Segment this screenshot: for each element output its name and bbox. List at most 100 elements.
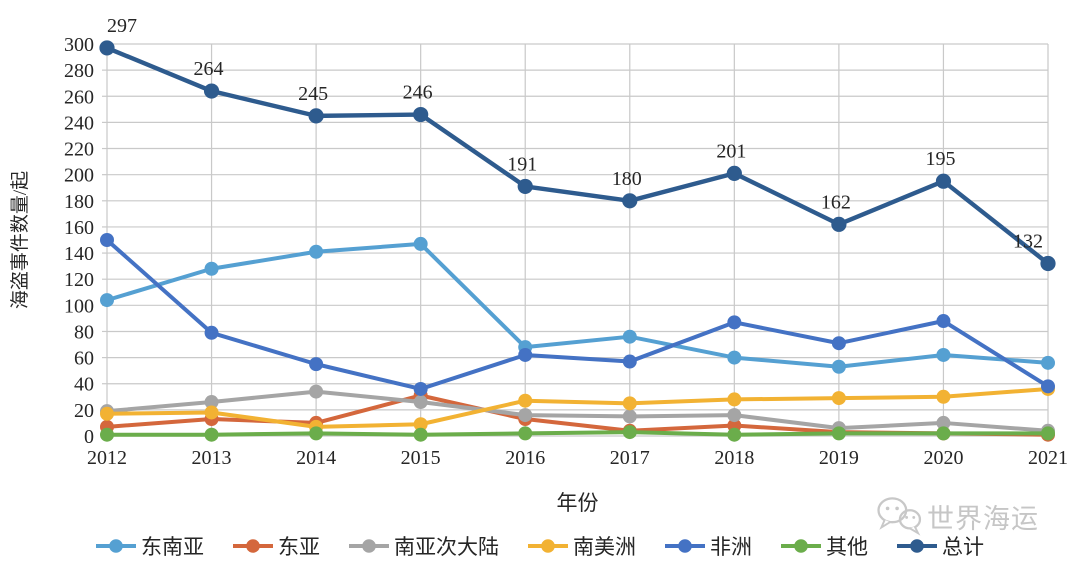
data-point	[831, 359, 846, 374]
data-point	[309, 244, 324, 259]
y-tick-label: 260	[64, 86, 94, 108]
data-point	[100, 406, 114, 421]
y-tick-label: 80	[74, 321, 94, 343]
legend-label: 南亚次大陆	[394, 535, 499, 559]
legend-label: 东南亚	[141, 535, 204, 559]
series-南美洲	[100, 381, 1055, 434]
data-point	[203, 83, 220, 99]
y-tick-label: 40	[74, 374, 94, 396]
data-point	[1040, 255, 1056, 272]
series-line	[106, 241, 1049, 369]
series-line	[106, 45, 1050, 266]
series-line	[106, 389, 1049, 433]
legend-label: 非洲	[710, 535, 752, 559]
x-tick-label: 2016	[505, 447, 545, 469]
data-point	[100, 427, 114, 442]
data-point	[413, 427, 428, 442]
legend-marker	[665, 539, 705, 553]
data-label: 245	[298, 83, 328, 105]
data-label: 264	[194, 58, 224, 80]
data-point	[622, 409, 637, 424]
legend-item-总计: 总计	[897, 531, 984, 561]
data-point	[309, 426, 324, 441]
data-point	[935, 173, 952, 189]
x-tick-label: 2018	[714, 447, 754, 469]
data-label: 132	[1013, 231, 1043, 253]
series-非洲	[100, 233, 1055, 396]
data-point	[518, 347, 533, 362]
series-其他	[100, 425, 1055, 442]
data-point	[1041, 355, 1055, 370]
data-point	[936, 389, 951, 404]
legend-label: 其他	[826, 535, 868, 559]
y-tick-label: 120	[64, 269, 94, 291]
y-tick-label: 240	[64, 112, 94, 134]
wechat-icon	[877, 497, 922, 536]
data-point	[308, 108, 324, 124]
data-point	[309, 384, 324, 399]
y-tick-label: 200	[64, 165, 94, 187]
legend-label: 东亚	[278, 535, 320, 559]
data-point	[100, 293, 114, 308]
legend-label: 南美洲	[573, 535, 636, 559]
watermark-text: 世界海运	[927, 503, 1039, 534]
data-point	[99, 40, 115, 56]
data-label: 201	[716, 140, 746, 162]
series-line	[106, 386, 1049, 429]
data-point	[204, 395, 219, 410]
data-point	[936, 415, 951, 430]
x-tick-label: 2012	[87, 447, 127, 469]
data-label: 180	[612, 168, 642, 190]
y-tick-label: 280	[64, 60, 94, 82]
data-point	[831, 426, 846, 441]
y-tick-label: 20	[74, 400, 94, 422]
legend-label: 总计	[942, 535, 984, 559]
series-南亚次大陆	[100, 384, 1055, 438]
data-point	[309, 357, 324, 372]
data-point	[936, 426, 951, 441]
y-tick-label: 0	[84, 426, 94, 448]
data-point	[622, 396, 637, 411]
data-point	[936, 347, 951, 362]
x-tick-label: 2017	[610, 447, 650, 469]
legend-marker	[528, 539, 568, 553]
data-point	[622, 354, 637, 369]
series-line	[107, 430, 1048, 437]
data-point	[727, 350, 742, 365]
x-tick-label: 2013	[192, 447, 232, 469]
series-line	[105, 238, 1050, 391]
data-point	[622, 425, 637, 440]
legend-marker	[349, 539, 389, 553]
data-point	[204, 261, 219, 276]
data-point	[517, 178, 533, 195]
data-point	[622, 329, 637, 344]
legend-marker	[897, 539, 937, 553]
legend-marker	[781, 539, 821, 553]
data-point	[831, 336, 846, 351]
series-总计: 297 264 245 246 191 180 201 162 195 132	[99, 15, 1056, 272]
y-tick-label: 60	[74, 348, 94, 370]
data-label: 191	[507, 153, 537, 175]
legend-item-东亚: 东亚	[233, 531, 320, 561]
data-point	[204, 405, 219, 420]
data-point	[204, 325, 219, 340]
y-axis-title: 海盗事件数量/起	[10, 170, 31, 310]
data-point	[727, 392, 742, 407]
data-point	[726, 165, 742, 181]
y-tick-label: 100	[64, 295, 94, 317]
data-point	[413, 106, 429, 123]
data-point	[1041, 426, 1055, 441]
data-point	[936, 314, 951, 329]
y-tick-label: 180	[64, 191, 94, 213]
x-tick-label: 2014	[296, 447, 336, 469]
watermark: 世界海运	[876, 496, 1039, 536]
legend-item-南亚次大陆: 南亚次大陆	[349, 531, 499, 561]
gridlines	[102, 43, 1049, 437]
x-tick-label: 2020	[923, 447, 963, 469]
data-label: 297	[107, 15, 137, 37]
axis-tick-labels: 0 20 40 60 80 100 120 140 160 180 200 220 240 260 280 3…	[64, 34, 1068, 469]
data-point	[518, 408, 533, 423]
data-point	[622, 193, 638, 209]
